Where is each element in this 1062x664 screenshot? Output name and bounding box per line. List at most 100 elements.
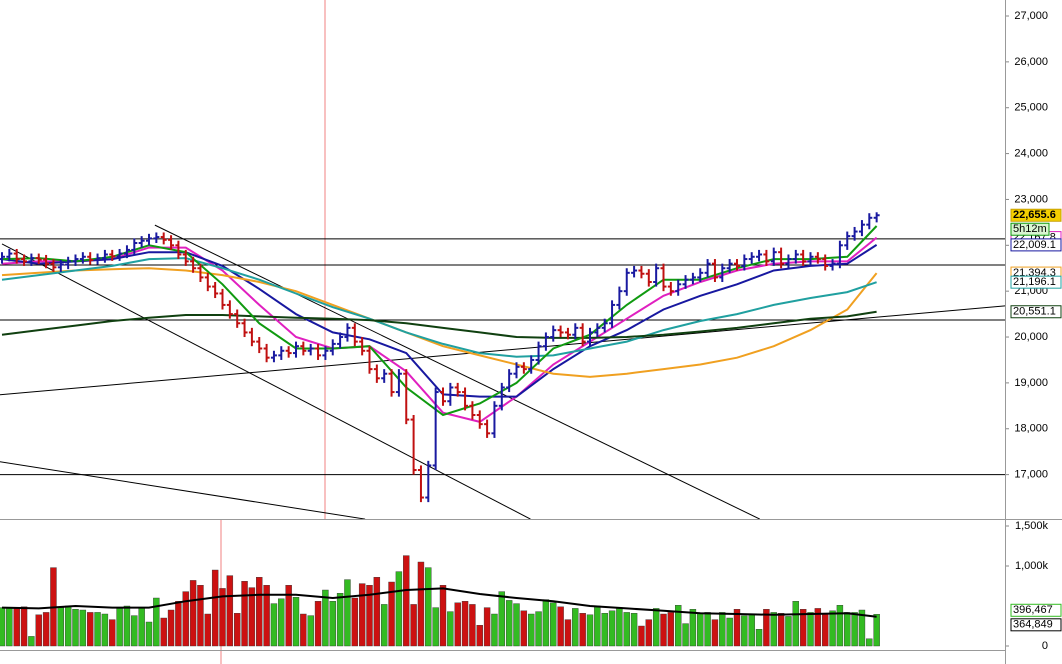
volume-bar (439, 585, 447, 647)
volume-bar (748, 613, 755, 647)
volume-bar (777, 613, 785, 647)
volume-bar (248, 587, 256, 647)
value-label: 20,551.1 (1013, 306, 1056, 318)
volume-bar (226, 575, 234, 647)
volume-bar (410, 604, 417, 647)
volume-bar (395, 571, 403, 647)
y-tick-label: 20,000 (1014, 331, 1048, 343)
volume-bar (204, 613, 212, 647)
volume-bar (94, 612, 101, 647)
volume-bar (197, 585, 204, 647)
average-line (1, 257, 877, 358)
y-tick-label: 19,000 (1014, 377, 1048, 389)
volume-bar (189, 580, 197, 647)
trend-line (0, 305, 1005, 396)
countdown-box (1010, 222, 1050, 236)
volume-bar (388, 581, 395, 647)
volume-bar (741, 615, 748, 647)
y-tick-label: 25,000 (1014, 102, 1048, 114)
volume-bar (20, 606, 28, 647)
volume-bar (241, 581, 248, 647)
value-box (1010, 275, 1062, 289)
volume-bar (505, 600, 513, 647)
y-tick-label: 0 (1042, 640, 1048, 652)
volume-bar (109, 619, 116, 647)
volume-bar (579, 613, 586, 647)
volume-bar (675, 605, 682, 647)
y-tick-label: 26,000 (1014, 56, 1048, 68)
y-tick-label: 27,000 (1014, 10, 1048, 22)
volume-bar (483, 607, 491, 647)
volume-bar (652, 608, 660, 647)
volume-bar (6, 607, 13, 647)
volume-bar (153, 597, 160, 647)
volume-bar (770, 612, 777, 647)
volume-bar (233, 613, 241, 647)
volume-bar (719, 612, 726, 647)
volume-bar (557, 606, 564, 647)
axis: 17,00018,00019,00020,00021,00022,00023,0… (1005, 10, 1062, 652)
volume-bar (792, 601, 799, 647)
volume-bar (836, 605, 844, 647)
volume-bar (160, 617, 167, 647)
volume-bar (704, 612, 711, 647)
volume-bar (682, 623, 689, 647)
volume-bar (645, 619, 652, 647)
volume-bar (79, 609, 87, 647)
volume-bar (564, 619, 572, 647)
volume-bar (175, 601, 182, 647)
y-tick-label: 23,000 (1014, 193, 1048, 205)
volume-bar (182, 591, 189, 647)
value-box (1010, 305, 1062, 319)
volume-bar (351, 597, 358, 647)
volume-bar (513, 603, 520, 647)
volume-bar (829, 610, 836, 647)
volume-bar (711, 619, 719, 647)
volume-bar (638, 625, 645, 647)
volume-bar (785, 616, 792, 647)
volume-bar (667, 612, 675, 647)
volume-bar (542, 599, 550, 647)
volume-bar (329, 601, 336, 647)
volume-bar (873, 614, 880, 647)
volume-bar (594, 605, 601, 647)
volume-bar (447, 611, 454, 647)
price-panel (0, 212, 1005, 519)
volume-bar (822, 613, 829, 647)
volume-bar (307, 615, 314, 647)
volume-bar (601, 613, 608, 647)
volume-bar (211, 569, 219, 647)
value-box (1010, 208, 1062, 222)
volume-bar (138, 607, 145, 647)
y-tick-label: 1,500k (1015, 520, 1049, 532)
volume-bar (733, 609, 741, 647)
volume-bar (858, 609, 866, 647)
value-label: 22,655.6 (1013, 209, 1056, 221)
volume-bar (689, 609, 697, 647)
volume-bar (263, 585, 270, 647)
volume-bar (866, 638, 873, 647)
trend-line (154, 224, 761, 519)
volume-bar (256, 577, 263, 647)
volume-bar (461, 601, 469, 647)
volume-bar (630, 613, 638, 647)
volume-bar (145, 621, 153, 647)
volume-bar (586, 614, 594, 647)
trend-line (0, 461, 366, 519)
volume-bar (322, 589, 329, 647)
volume-bar (425, 567, 432, 647)
countdown: 5h12m (1013, 223, 1047, 235)
value-box (1010, 618, 1062, 632)
y-tick-label: 18,000 (1014, 423, 1048, 435)
volume-bar (116, 608, 123, 647)
volume-bar (616, 607, 623, 647)
volume-bar (623, 612, 630, 647)
volume-bar (57, 607, 64, 647)
volume-bar (0, 607, 6, 647)
trend-line (1, 243, 531, 519)
volume-bar (101, 613, 109, 647)
volume-bar (469, 604, 476, 647)
volume-bar (336, 593, 344, 647)
